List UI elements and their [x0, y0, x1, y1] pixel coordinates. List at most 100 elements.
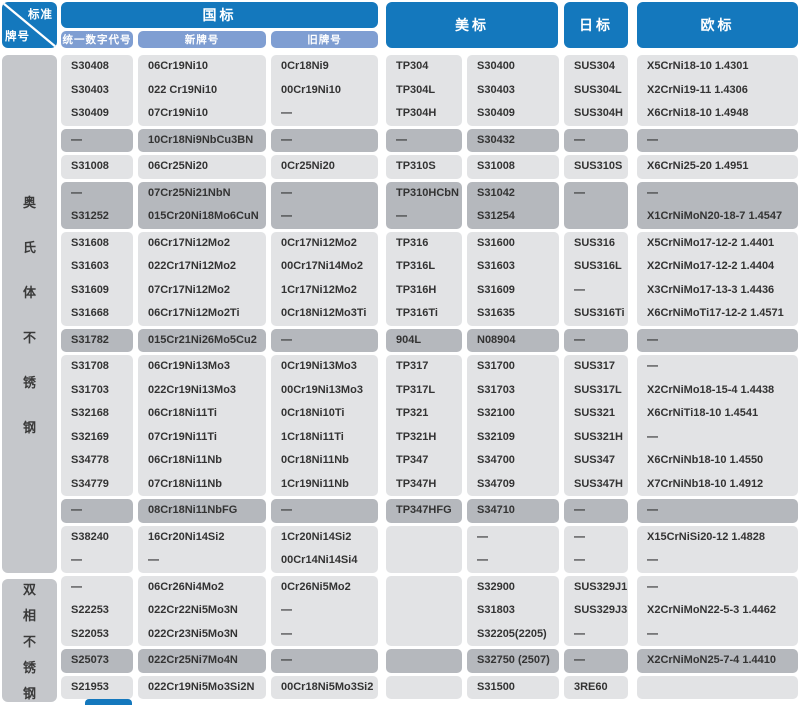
table-segment: — [271, 649, 378, 673]
table-column: 0Cr18Ni9 00Cr19Ni10— —0Cr25Ni20— —0Cr17Ni12… [271, 55, 378, 702]
table-segment: S31782 [61, 328, 133, 352]
table-segment: — S31252 [61, 181, 133, 229]
table-cell [386, 623, 462, 647]
table-cell: — [647, 186, 658, 199]
header-gb-standard: 国标 [61, 2, 378, 28]
table-cell: 1Cr20Ni14Si2 [281, 530, 352, 543]
table-cell: S31609 [477, 283, 515, 296]
table-cell: SUS304L [574, 83, 622, 96]
table-cell: S21953 [71, 680, 109, 693]
table-cell: 022Cr25Ni7Mo4N [148, 654, 238, 666]
table-segment: — [637, 499, 798, 523]
table-cell: 00Cr17Ni14Mo2 [281, 260, 363, 272]
table-cell: X6CrNiMoTi17-12-2 1.4571 [647, 307, 784, 319]
table-segment: — X2CrNiMoN22-5-3 1.4462 — [637, 575, 798, 646]
table-section: TP304 TP304L TP304H — TP310S TP310HCbN — TP316 T… [386, 55, 462, 573]
table-cell: S31635 [477, 307, 515, 319]
table-segment: TP310HCbN — [386, 181, 462, 229]
table-cell: 022Cr23Ni5Mo3N [148, 627, 238, 640]
table-segment: S32900 S31803 S32205(2205) [467, 575, 559, 646]
table-section: — S22253 S22053 S25073 S21953 [61, 575, 133, 699]
table-cell: X3CrNiMo17-13-3 1.4436 [647, 283, 775, 296]
table-cell: TP310HCbN [396, 186, 459, 199]
table-cell: — [281, 604, 292, 616]
table-cell: — [574, 530, 585, 543]
table-segment: 022Cr25Ni7Mo4N [138, 649, 266, 673]
table-segment: S31042 S31254 [467, 181, 559, 229]
table-segment: S38240 — [61, 525, 133, 573]
table-cell: 0Cr26Ni5Mo2 [281, 580, 351, 593]
table-cell: S32100 [477, 407, 515, 419]
table-cell: — [574, 654, 585, 666]
table-cell: S31600 [477, 236, 515, 249]
table-cell [386, 526, 462, 550]
table-cell: 022Cr17Ni12Mo2 [148, 260, 237, 272]
table-cell: — [281, 504, 292, 516]
table-cell: TP317 [396, 360, 429, 372]
table-segment: SUS304 SUS304L SUS304H [564, 55, 628, 126]
table-segment: 16Cr20Ni14Si2 — [138, 525, 266, 573]
table-segment: S25073 [61, 649, 133, 673]
corner-label-grade: 牌号 [5, 31, 30, 43]
table-cell: TP304L [396, 83, 436, 96]
table-segment: TP310S [386, 155, 462, 179]
table-segment [386, 575, 462, 647]
table-cell: S34779 [71, 477, 109, 490]
table-cell: SUS317L [574, 383, 622, 396]
table-segment: 0Cr25Ni20 [271, 155, 378, 179]
table-segment: SUS316 SUS316L — SUS316Ti [564, 231, 628, 326]
table-segment: — X2CrNiMo18-15-4 1.4438 X6CrNiTi18-10 1.4… [637, 355, 798, 496]
table-segment: 1Cr20Ni14Si2 00Cr14Ni14Si4 [271, 525, 378, 573]
table-cell: 07Cr17Ni12Mo2 [148, 283, 230, 296]
table-section: 06Cr19Ni10 022 Cr19Ni10 07Cr19Ni10 10Cr18Ni… [138, 55, 266, 573]
table-cell: 3RE60 [574, 680, 608, 693]
table-cell: X5CrNi18-10 1.4301 [647, 60, 749, 72]
table-segment: X6CrNi25-20 1.4951 [637, 155, 798, 179]
section-label-char: 双 [22, 581, 36, 597]
table-cell: 06Cr17Ni12Mo2Ti [148, 307, 240, 319]
table-cell: TP316H [396, 283, 437, 296]
table-cell: X6CrNiTi18-10 1.4541 [647, 407, 759, 419]
table-cell: — [647, 430, 658, 443]
table-cell: — [647, 554, 658, 566]
table-column: X5CrNi18-10 1.4301 X2CrNi19-11 1.4306 X6Cr… [637, 55, 798, 702]
table-section: 06Cr26Ni4Mo2 022Cr22Ni5Mo3N 022Cr23Ni5Mo3N… [138, 575, 266, 699]
table-cell: 0Cr25Ni20 [281, 160, 335, 172]
table-segment: 08Cr18Ni11NbFG [138, 499, 266, 523]
table-cell: TP316L [396, 260, 436, 272]
table-cell [386, 576, 462, 600]
header-sub-old-grade: 旧牌号 [271, 31, 378, 48]
table-cell: S32168 [71, 407, 109, 419]
table-segment: — — [271, 181, 378, 229]
table-cell: 07Cr19Ni10 [148, 107, 208, 119]
table-cell: S31668 [71, 307, 109, 319]
table-segment: — [61, 499, 133, 523]
table-cell: S32205(2205) [477, 627, 547, 640]
table-cell: S31700 [477, 360, 515, 372]
table-cell: X5CrNiMo17-12-2 1.4401 [647, 236, 775, 249]
table-cell: SUS347 [574, 454, 615, 466]
table-cell: — [281, 210, 292, 222]
table-cell: SUS316L [574, 260, 622, 272]
header-sub-unified-code: 统一数字代号 [61, 31, 133, 48]
table-cell: X2CrNiMo17-12-2 1.4404 [647, 260, 775, 272]
table-column: S30400 S30403 S30409 S30432 S31008 S31042 S312… [467, 55, 559, 702]
table-section: 0Cr26Ni5Mo2 — — — 00Cr18Ni5Mo3Si2 [271, 575, 378, 699]
table-segment: S31500 [467, 675, 559, 699]
table-cell: 1Cr18Ni11Ti [281, 430, 344, 443]
table-cell [386, 676, 462, 700]
table-cell: TP321H [396, 430, 437, 443]
table-cell [637, 676, 798, 700]
table-cell: 022Cr19Ni5Mo3Si2N [148, 680, 255, 693]
table-cell: X2CrNi19-11 1.4306 [647, 83, 748, 96]
table-segment: 07Cr25Ni21NbN 015Cr20Ni18Mo6CuN [138, 181, 266, 229]
table-segment: SUS329J1L SUS329J3L — [564, 575, 628, 646]
table-cell: S31609 [71, 283, 109, 296]
table-cell: SUS310S [574, 160, 623, 172]
table-cell: — [647, 627, 658, 640]
table-cell [564, 205, 628, 229]
table-cell: 10Cr18Ni9NbCu3BN [148, 133, 254, 146]
table-cell: S31603 [71, 260, 109, 272]
table-cell: S31042 [477, 186, 515, 199]
table-cell: TP317L [396, 383, 436, 396]
